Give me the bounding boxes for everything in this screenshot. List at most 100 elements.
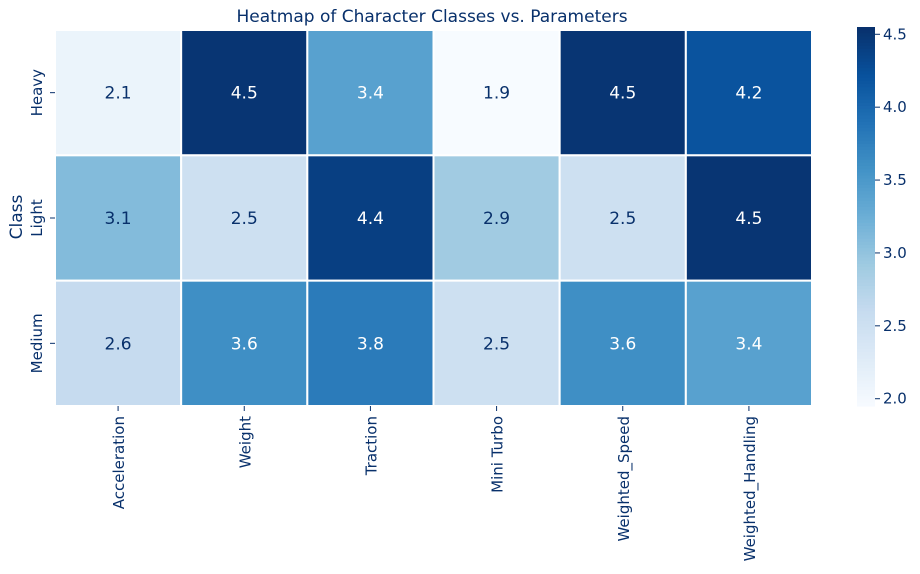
cell-value-label: 4.4 bbox=[357, 209, 384, 229]
colorbar-segment bbox=[857, 143, 875, 148]
colorbar-segment bbox=[857, 200, 875, 205]
colorbar-segment bbox=[857, 45, 875, 50]
y-axis-label: Class bbox=[7, 194, 27, 239]
colorbar-segment bbox=[857, 396, 875, 401]
colorbar-segment bbox=[857, 153, 875, 158]
colorbar-segment bbox=[857, 96, 875, 101]
colorbar-segment bbox=[857, 254, 875, 259]
heatmap-cell bbox=[684, 279, 813, 407]
colorbar-segment bbox=[857, 30, 875, 34]
heatmap-cell bbox=[684, 154, 813, 282]
colorbar-segment bbox=[857, 131, 875, 135]
colorbar-tick-label: 2.0 bbox=[883, 390, 907, 408]
colorbar-segment bbox=[857, 118, 875, 123]
colorbar-tick-label: 4.0 bbox=[883, 98, 907, 116]
colorbar-segment bbox=[857, 361, 875, 366]
colorbar-segment bbox=[857, 235, 875, 240]
colorbar-segment bbox=[857, 232, 875, 237]
y-tick-labels: Heavy Light Medium bbox=[28, 69, 55, 373]
colorbar-segment bbox=[857, 74, 875, 79]
colorbar-segment bbox=[857, 39, 875, 44]
colorbar-segment bbox=[857, 150, 875, 154]
colorbar-segment bbox=[857, 257, 875, 262]
colorbar-segment bbox=[857, 203, 875, 208]
heatmap-cell bbox=[180, 279, 309, 407]
colorbar-segment bbox=[857, 134, 875, 139]
colorbar-segment bbox=[857, 49, 875, 53]
cell-value-label: 1.9 bbox=[483, 84, 510, 104]
colorbar-segment bbox=[857, 178, 875, 183]
colorbar-segment bbox=[857, 285, 875, 290]
colorbar-segment bbox=[857, 93, 875, 98]
x-tick-label: Weighted_Handling bbox=[741, 416, 760, 561]
colorbar-segment bbox=[857, 273, 875, 278]
heatmap-cell bbox=[432, 154, 561, 282]
cell-value-label: 3.6 bbox=[609, 334, 636, 354]
colorbar-segment bbox=[857, 383, 875, 388]
colorbar-segment bbox=[857, 387, 875, 391]
colorbar-segment bbox=[857, 61, 875, 66]
colorbar-segment bbox=[857, 320, 875, 325]
colorbar-segment bbox=[857, 80, 875, 85]
heatmap-cell bbox=[54, 29, 183, 157]
colorbar-segment bbox=[857, 282, 875, 287]
colorbar-segment bbox=[857, 77, 875, 82]
colorbar-segment bbox=[857, 371, 875, 376]
colorbar-segment bbox=[857, 121, 875, 126]
colorbar-segment bbox=[857, 213, 875, 218]
cell-value-label: 2.5 bbox=[483, 334, 510, 354]
colorbar-segment bbox=[857, 52, 875, 57]
colorbar-segment bbox=[857, 390, 875, 394]
colorbar-tick-label: 4.5 bbox=[883, 25, 907, 43]
colorbar-segment bbox=[857, 184, 875, 189]
colorbar-segment bbox=[857, 349, 875, 353]
cell-value-label: 2.6 bbox=[105, 334, 132, 354]
colorbar-segment bbox=[857, 308, 875, 312]
colorbar-segment bbox=[857, 58, 875, 63]
colorbar-segment bbox=[857, 289, 875, 293]
colorbar-segment bbox=[857, 399, 875, 404]
colorbar-segment bbox=[857, 374, 875, 379]
colorbar-segment bbox=[857, 336, 875, 341]
colorbar-tick-label: 3.5 bbox=[883, 171, 907, 189]
colorbar-segment bbox=[857, 380, 875, 385]
colorbar-segment bbox=[857, 115, 875, 120]
heatmap-cells: 2.1 4.5 3.4 1.9 4.5 4.2 3.1 2.5 4.4 2.9 2.5 4.5 2.6 3… bbox=[54, 29, 813, 407]
colorbar-segment bbox=[857, 33, 875, 38]
cell-value-label: 4.2 bbox=[735, 84, 762, 104]
colorbar-segment bbox=[857, 339, 875, 344]
colorbar-segment bbox=[857, 327, 875, 331]
cell-value-label: 4.5 bbox=[735, 209, 762, 229]
x-tick-label: Traction bbox=[362, 416, 380, 476]
colorbar: 2.0 2.5 3.0 3.5 4.0 4.5 bbox=[857, 25, 907, 408]
colorbar-segment bbox=[857, 244, 875, 249]
colorbar-segment bbox=[857, 352, 875, 357]
heatmap-cell bbox=[432, 29, 561, 157]
colorbar-segment bbox=[857, 90, 875, 94]
colorbar-segment bbox=[857, 330, 875, 334]
y-tick-label: Heavy bbox=[28, 69, 46, 117]
colorbar-segment bbox=[857, 165, 875, 170]
colorbar-segment bbox=[857, 207, 875, 211]
colorbar-segment bbox=[857, 102, 875, 107]
colorbar-segment bbox=[857, 222, 875, 227]
colorbar-segment bbox=[857, 323, 875, 328]
colorbar-segment bbox=[857, 225, 875, 230]
heatmap-cell bbox=[432, 279, 561, 407]
colorbar-segment bbox=[857, 175, 875, 180]
colorbar-segment bbox=[857, 27, 875, 31]
colorbar-segment bbox=[857, 210, 875, 214]
colorbar-segment bbox=[857, 169, 875, 173]
colorbar-segment bbox=[857, 36, 875, 41]
colorbar-segment bbox=[857, 279, 875, 284]
colorbar-segment bbox=[857, 238, 875, 243]
x-tick-label: Acceleration bbox=[110, 416, 128, 509]
cell-value-label: 4.5 bbox=[231, 84, 258, 104]
heatmap-cell bbox=[180, 29, 309, 157]
cell-value-label: 2.9 bbox=[483, 209, 510, 229]
colorbar-segment bbox=[857, 68, 875, 72]
colorbar-segment bbox=[857, 71, 875, 75]
colorbar-segment bbox=[857, 270, 875, 274]
